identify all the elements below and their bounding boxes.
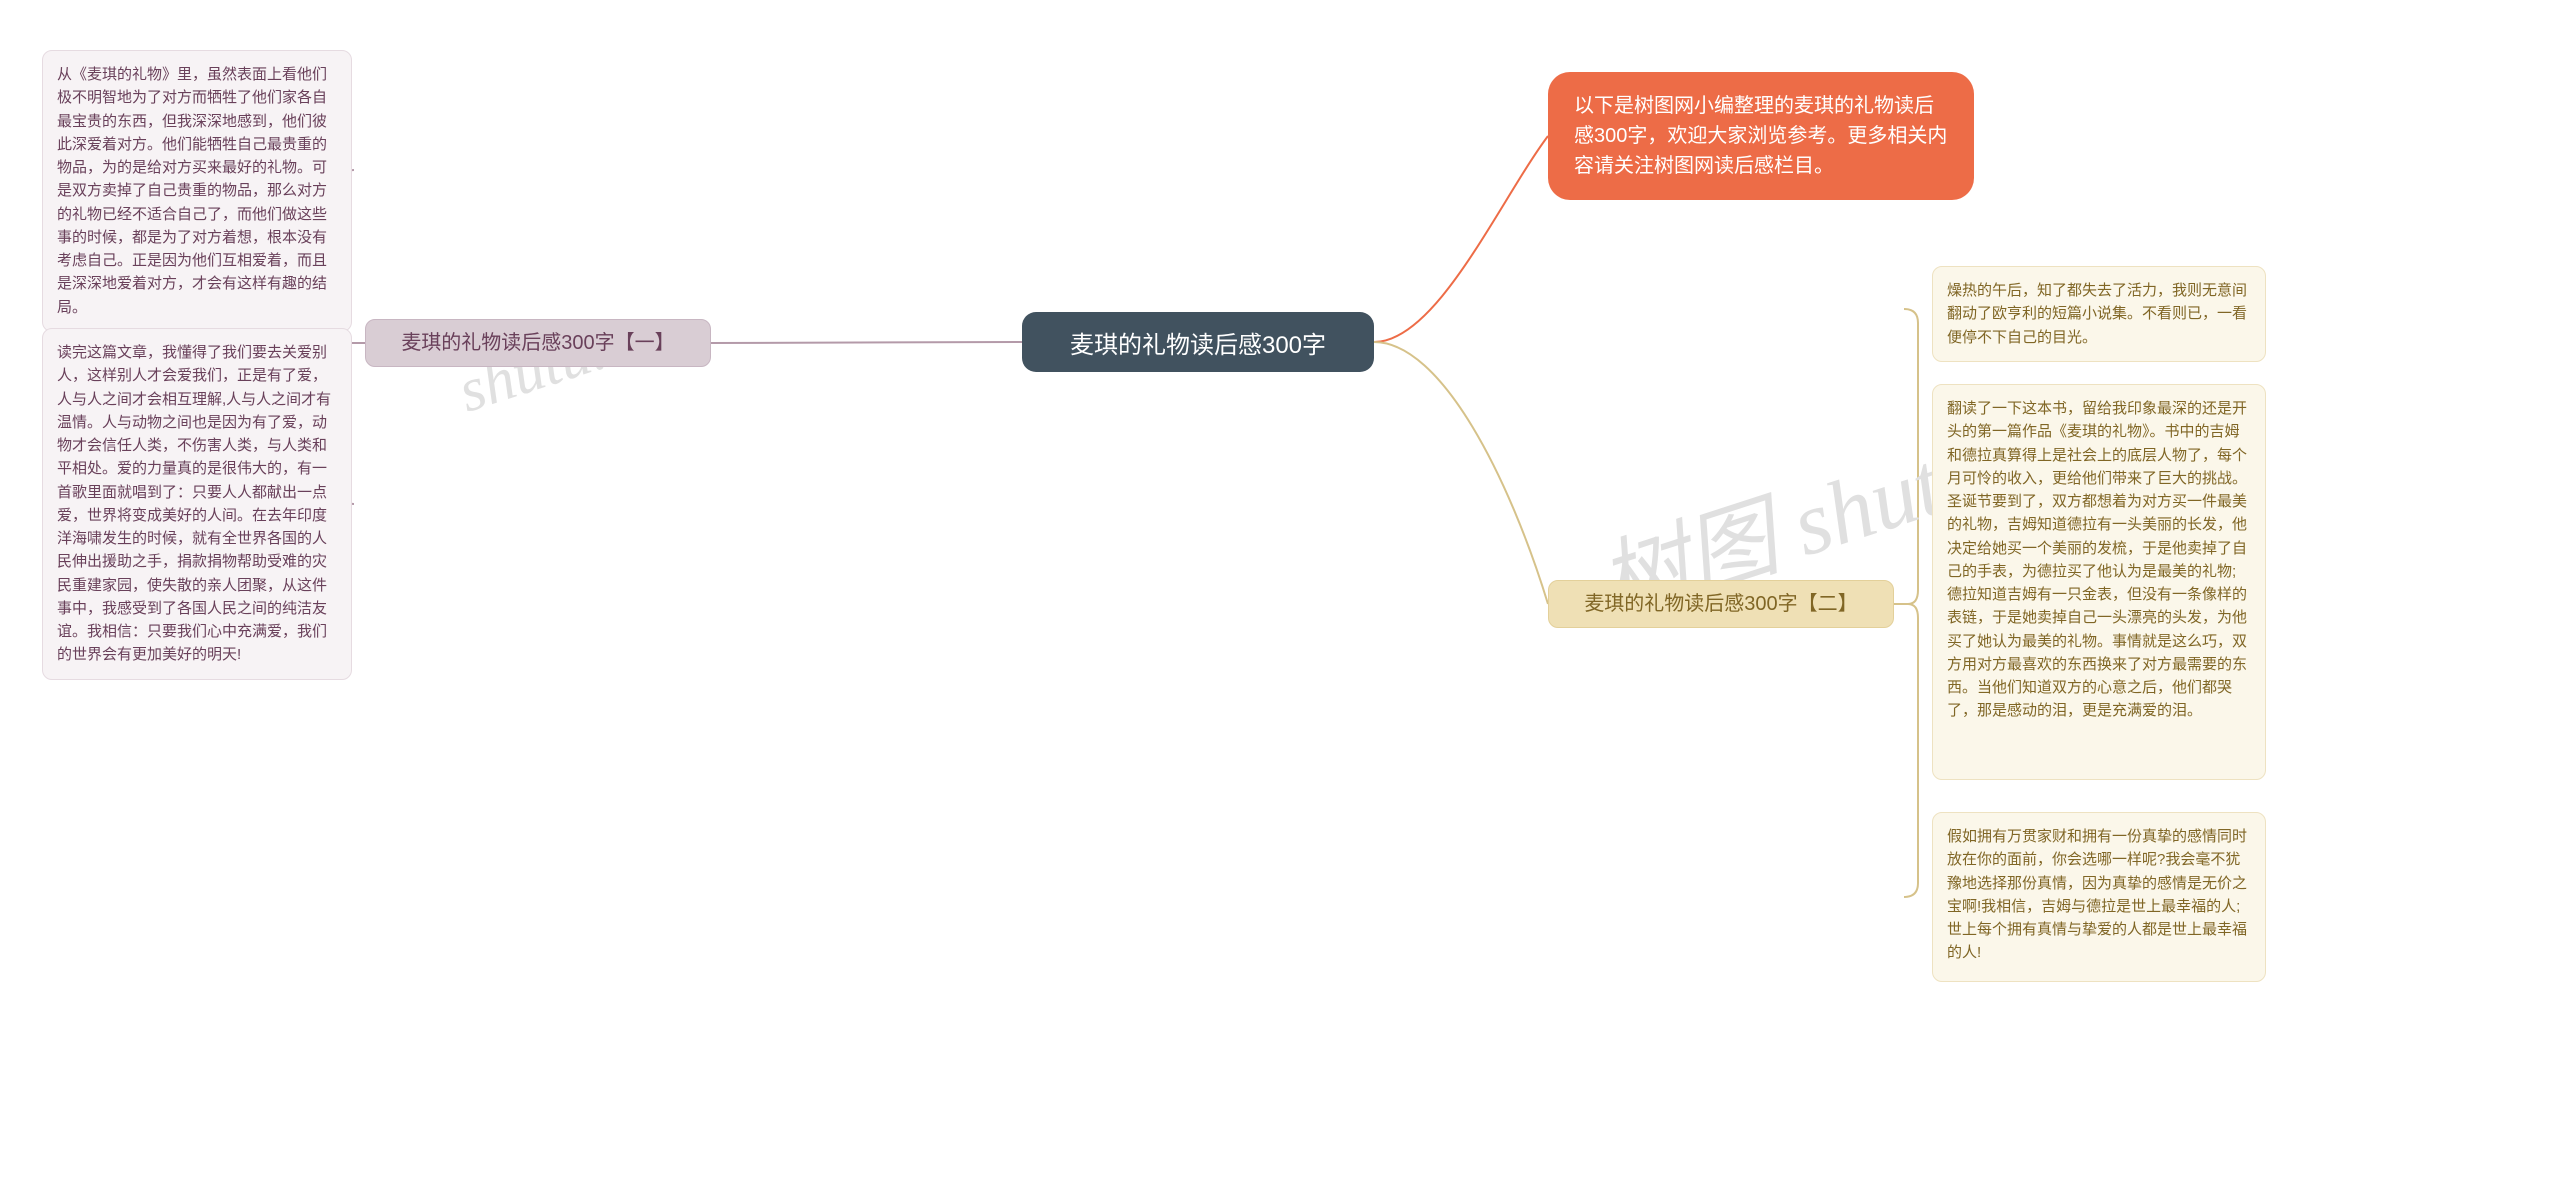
branch-label-intro: 以下是树图网小编整理的麦琪的礼物读后感300字，欢迎大家浏览参考。更多相关内容请… [1574, 91, 1948, 181]
root-label: 麦琪的礼物读后感300字 [1070, 325, 1326, 360]
leaf-part1-1: 读完这篇文章，我懂得了我们要去关爱别人，这样别人才会爱我们，正是有了爱，人与人之… [42, 328, 352, 680]
leaf-text-part1-0: 从《麦琪的礼物》里，虽然表面上看他们极不明智地为了对方而牺牲了他们家各自最宝贵的… [57, 66, 327, 316]
root-node: 麦琪的礼物读后感300字 [1022, 312, 1374, 372]
leaf-part1-0: 从《麦琪的礼物》里，虽然表面上看他们极不明智地为了对方而牺牲了他们家各自最宝贵的… [42, 50, 352, 332]
leaf-part2-1: 翻读了一下这本书，留给我印象最深的还是开头的第一篇作品《麦琪的礼物》。书中的吉姆… [1932, 384, 2266, 780]
leaf-text-part2-2: 假如拥有万贯家财和拥有一份真挚的感情同时放在你的面前，你会选哪一样呢?我会毫不犹… [1947, 828, 2247, 961]
leaf-text-part2-0: 燥热的午后，知了都失去了活力，我则无意间翻动了欧亨利的短篇小说集。不看则已，一看… [1947, 282, 2247, 346]
leaf-text-part1-1: 读完这篇文章，我懂得了我们要去关爱别人，这样别人才会爱我们，正是有了爱，人与人之… [57, 344, 331, 663]
branch-label-part1: 麦琪的礼物读后感300字【一】 [401, 328, 674, 358]
branch-node-part1: 麦琪的礼物读后感300字【一】 [365, 319, 711, 367]
branch-node-intro: 以下是树图网小编整理的麦琪的礼物读后感300字，欢迎大家浏览参考。更多相关内容请… [1548, 72, 1974, 200]
branch-label-part2: 麦琪的礼物读后感300字【二】 [1584, 589, 1857, 619]
leaf-part2-0: 燥热的午后，知了都失去了活力，我则无意间翻动了欧亨利的短篇小说集。不看则已，一看… [1932, 266, 2266, 362]
leaf-part2-2: 假如拥有万贯家财和拥有一份真挚的感情同时放在你的面前，你会选哪一样呢?我会毫不犹… [1932, 812, 2266, 982]
branch-node-part2: 麦琪的礼物读后感300字【二】 [1548, 580, 1894, 628]
leaf-text-part2-1: 翻读了一下这本书，留给我印象最深的还是开头的第一篇作品《麦琪的礼物》。书中的吉姆… [1947, 400, 2247, 719]
